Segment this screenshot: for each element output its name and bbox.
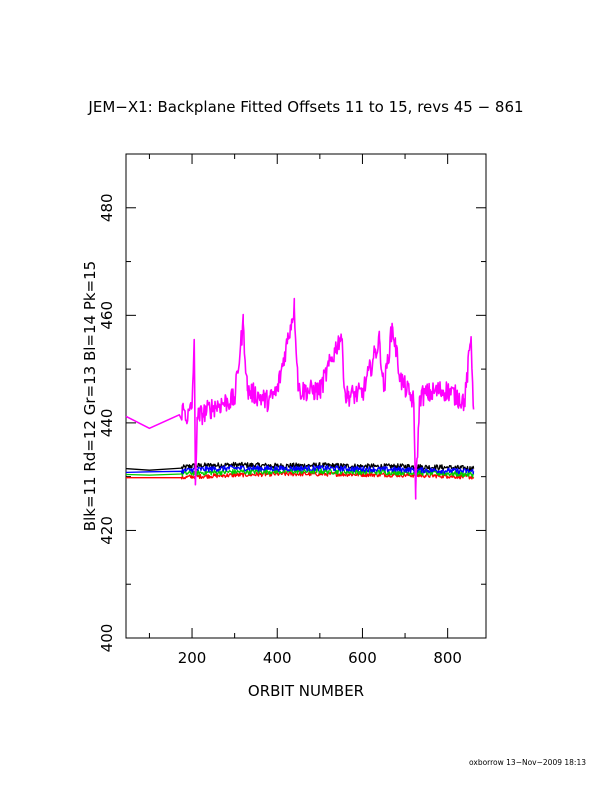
chart-title: JEM−X1: Backplane Fitted Offsets 11 to 1… [87, 98, 523, 116]
footer-stamp: oxborrow 13−Nov−2009 18:13 [469, 758, 586, 767]
y-tick-label: 480 [98, 193, 116, 222]
series-layer [125, 297, 475, 500]
x-tick-label: 200 [178, 649, 207, 667]
x-tick-label: 600 [348, 649, 377, 667]
series-line-rd-12 [126, 471, 475, 480]
x-axis-label: ORBIT NUMBER [248, 682, 364, 700]
series-line-bl-14 [125, 464, 475, 475]
series-line-pk-15 [125, 297, 475, 500]
x-tick-label: 800 [433, 649, 462, 667]
plot-frame [125, 153, 487, 639]
x-tick-label: 400 [263, 649, 292, 667]
y-tick-label: 420 [98, 516, 116, 545]
y-tick-label: 460 [98, 301, 116, 330]
y-axis-label: Blk=11 Rd=12 Gr=13 Bl=14 Pk=15 [81, 261, 99, 531]
y-tick-label: 400 [98, 624, 116, 653]
axis-ticks: 200 400 600 800 400 420 440 460 480 [98, 153, 486, 667]
y-tick-label: 440 [98, 409, 116, 438]
